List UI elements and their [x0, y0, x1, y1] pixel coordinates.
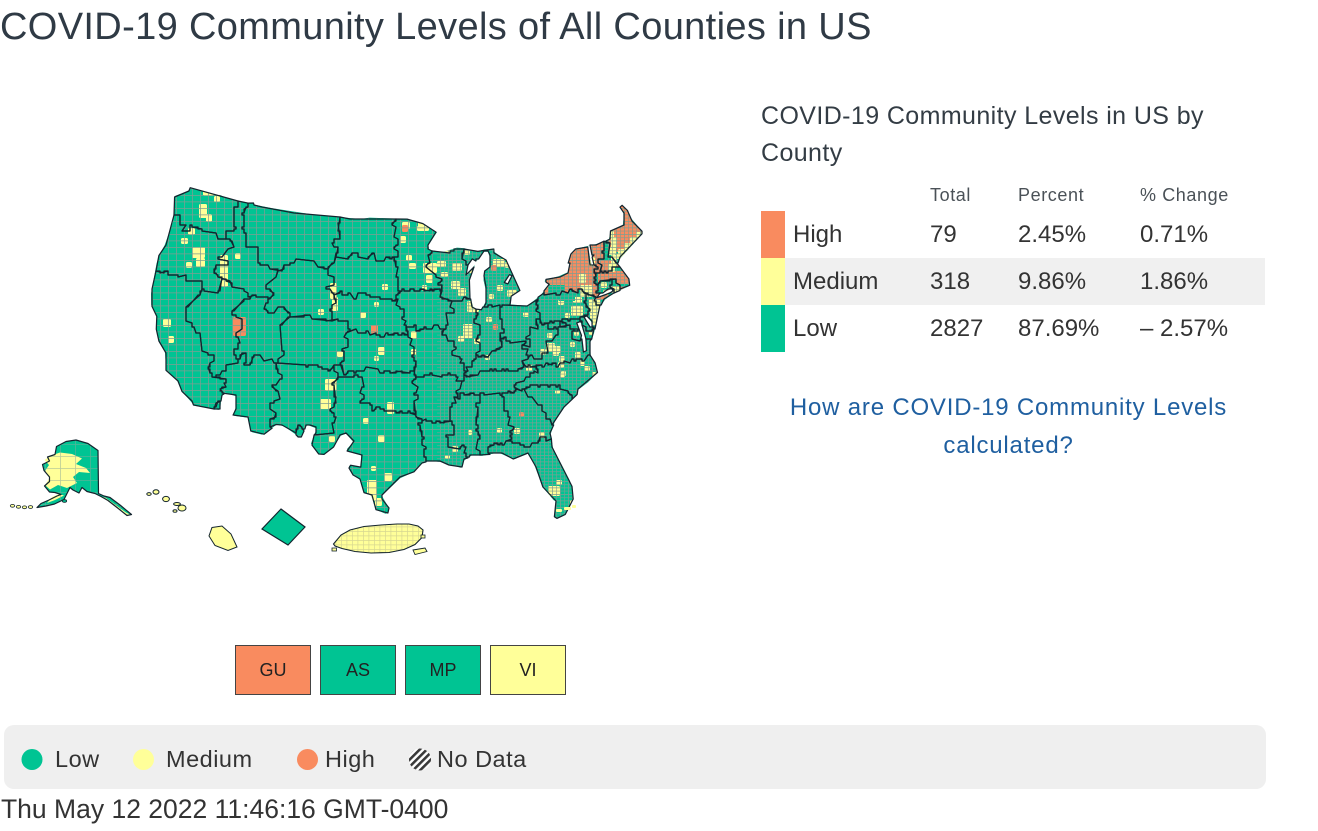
svg-text:High: High	[325, 746, 375, 772]
svg-text:Low: Low	[55, 746, 100, 772]
svg-text:Medium: Medium	[166, 746, 253, 772]
svg-text:No Data: No Data	[437, 746, 527, 772]
